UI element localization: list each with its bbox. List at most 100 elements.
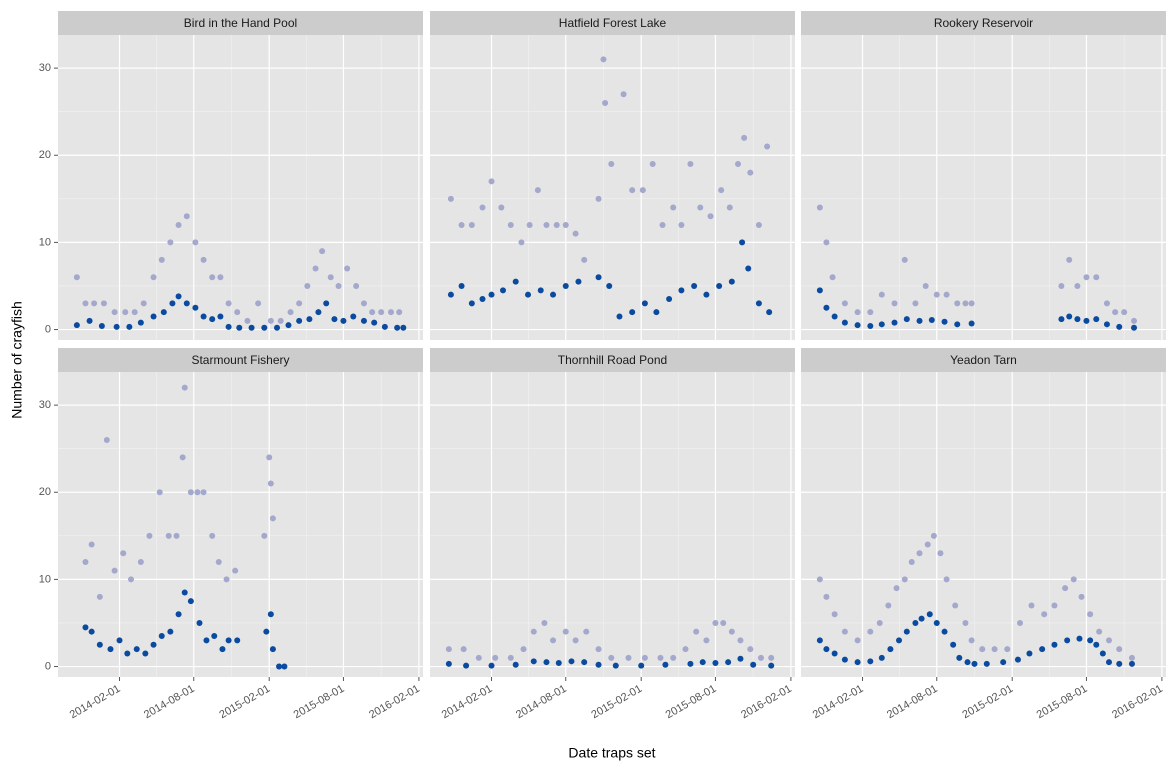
point [269,646,276,653]
point [562,282,569,289]
point [335,282,342,289]
point [498,204,505,211]
point [179,454,186,461]
point [1105,637,1112,644]
point [1066,256,1073,263]
point [232,567,239,574]
point [530,658,537,665]
point [158,256,165,263]
point [217,313,224,320]
point [737,637,744,644]
point [1105,659,1112,666]
point [737,655,744,662]
point [525,291,532,298]
point [86,317,93,324]
y-tick-label: 30 [39,62,51,74]
point [962,300,969,307]
point [595,274,602,281]
point [901,576,908,583]
point [267,611,274,618]
x-tick-label: 2016-02-01 [1110,683,1165,722]
point [1128,660,1135,667]
point [1131,324,1138,331]
point [492,654,499,661]
point [553,221,560,228]
point [670,204,677,211]
point [983,660,990,667]
strip [801,348,1166,372]
point [1128,654,1135,661]
point [274,324,280,331]
point [381,323,388,330]
point [612,662,619,669]
point [829,274,836,281]
x-tick-label: 2014-02-01 [440,683,495,722]
point [255,300,262,307]
point [572,637,579,644]
point [550,637,557,644]
point [606,282,613,289]
point [608,160,615,167]
point [930,532,937,539]
point [725,659,732,666]
point [964,659,971,666]
y-tick-label: 0 [45,660,51,672]
strip [430,348,795,372]
point [641,654,648,661]
point [878,654,885,661]
point [315,309,322,316]
point [304,282,311,289]
point [1064,637,1071,644]
point [360,317,367,324]
point [555,660,562,667]
point [146,532,153,539]
y-tick-label: 20 [39,486,51,498]
y-tick-label: 10 [39,573,51,585]
point [562,221,569,228]
x-tick-label: 2016-02-01 [739,683,794,722]
point [156,489,163,496]
point [479,204,486,211]
point [979,646,986,653]
point [745,265,752,272]
point [662,661,669,668]
point [638,662,645,669]
point [867,628,874,635]
point [211,633,218,640]
point [194,489,201,496]
point [1014,656,1021,663]
point [878,291,885,298]
point [707,213,714,220]
point [175,221,182,228]
point [691,282,698,289]
point [98,323,105,330]
point [537,287,544,294]
point [353,282,360,289]
point [530,628,537,635]
point [726,204,733,211]
point [267,317,274,324]
x-tick-label: 2014-08-01 [885,683,940,722]
panel [58,372,423,677]
point [747,646,754,653]
point [331,316,338,323]
point [371,319,378,326]
point [823,239,830,246]
x-tick-label: 2015-02-01 [217,683,272,722]
point [82,300,89,307]
point [488,291,495,298]
point [912,619,919,626]
point [266,454,273,461]
x-tick-label: 2015-02-01 [960,683,1015,722]
point [747,169,754,176]
point [901,256,908,263]
point [583,628,590,635]
point [943,291,950,298]
point [659,221,666,228]
strip [801,11,1166,35]
point [327,274,334,281]
point [158,633,165,640]
point [1087,637,1094,644]
point [941,628,948,635]
point [306,316,313,323]
